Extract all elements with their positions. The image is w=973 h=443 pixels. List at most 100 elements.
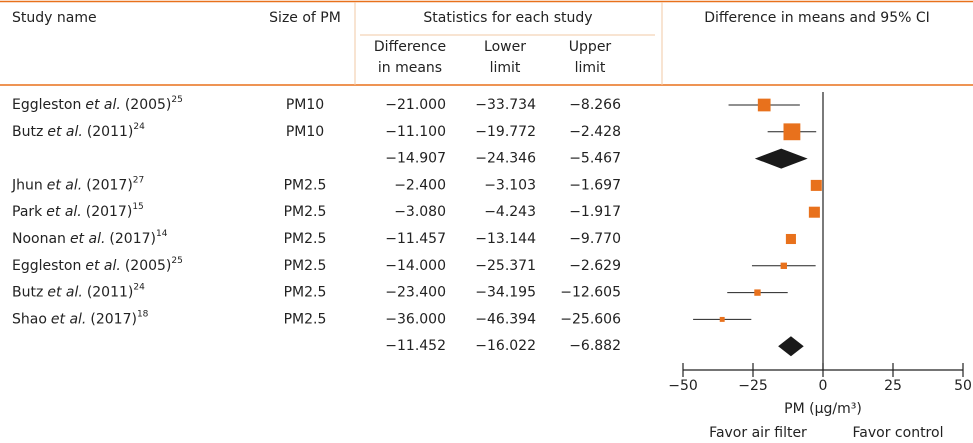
stat-value: −11.452 (385, 338, 446, 354)
stat-value: −11.100 (385, 124, 446, 140)
header-plot: Difference in means and 95% CI (704, 10, 930, 26)
study-author: Park (12, 204, 43, 220)
stat-value: −1.697 (569, 177, 621, 193)
study-etal: et al. (46, 204, 81, 220)
stat-value: −34.195 (475, 285, 536, 301)
pm-size: PM2.5 (284, 231, 327, 247)
pm-size: PM2.5 (284, 258, 327, 274)
stat-value: −19.772 (475, 124, 536, 140)
study-year: (2017) (90, 311, 137, 327)
header-size: Size of PM (269, 10, 341, 26)
effect-square (810, 179, 822, 191)
favor-left: Favor air filter (709, 425, 807, 441)
study-name: Butz et al. (2011)24 (12, 282, 145, 301)
effect-square (780, 262, 787, 269)
study-ref: 24 (133, 121, 145, 131)
study-etal: et al. (85, 97, 120, 113)
study-year: (2011) (87, 285, 134, 301)
study-ref: 15 (132, 202, 143, 212)
header-study: Study name (12, 10, 97, 26)
study-ref: 24 (133, 282, 145, 292)
stat-value: −3.103 (484, 177, 536, 193)
stat-value: −21.000 (385, 97, 446, 113)
study-author: Butz (12, 285, 43, 301)
pm-size: PM10 (286, 97, 324, 113)
study-name: Noonan et al. (2017)14 (12, 229, 168, 248)
stat-value: −33.734 (475, 97, 536, 113)
study-author: Eggleston (12, 258, 81, 274)
stat-value: −1.917 (569, 204, 621, 220)
stat-value: −12.605 (560, 285, 621, 301)
study-name: Butz et al. (2011)24 (12, 121, 145, 140)
column-header: Lower (484, 39, 526, 55)
favor-right: Favor control (853, 425, 944, 441)
study-name: Shao et al. (2017)18 (12, 309, 149, 328)
study-ref: 27 (133, 175, 144, 185)
stat-value: −36.000 (385, 311, 446, 327)
pm-size: PM2.5 (284, 204, 327, 220)
stat-value: −2.400 (394, 177, 446, 193)
stat-value: −4.243 (484, 204, 536, 220)
column-header: in means (378, 60, 442, 76)
summary-diamond (754, 148, 808, 169)
stat-value: −14.000 (385, 258, 446, 274)
x-axis-label: PM (μg/m³) (784, 401, 862, 417)
x-tick-label: 50 (954, 378, 972, 394)
stat-value: −2.428 (569, 124, 621, 140)
study-ref: 18 (137, 309, 149, 319)
effect-square (785, 233, 796, 245)
study-ref: 25 (171, 95, 182, 105)
study-year: (2011) (87, 124, 134, 140)
study-author: Shao (12, 311, 47, 327)
study-etal: et al. (85, 258, 120, 274)
x-tick-label: −25 (738, 378, 768, 394)
stat-value: −5.467 (569, 151, 621, 167)
column-header: Upper (569, 39, 612, 55)
study-ref: 14 (156, 229, 168, 239)
stat-value: −3.080 (394, 204, 446, 220)
stat-value: −46.394 (475, 311, 536, 327)
pm-size: PM10 (286, 124, 324, 140)
study-etal: et al. (70, 231, 105, 247)
stat-value: −6.882 (569, 338, 621, 354)
stat-value: −24.346 (475, 151, 536, 167)
x-tick-label: 25 (884, 378, 902, 394)
effect-square (783, 123, 801, 141)
column-header: Difference (374, 39, 446, 55)
column-header: limit (575, 60, 606, 76)
pm-size: PM2.5 (284, 285, 327, 301)
column-header: limit (490, 60, 521, 76)
study-etal: et al. (51, 311, 86, 327)
study-author: Eggleston (12, 97, 81, 113)
header-stats: Statistics for each study (423, 10, 592, 26)
stat-value: −16.022 (475, 338, 536, 354)
stat-value: −23.400 (385, 285, 446, 301)
study-etal: et al. (47, 285, 82, 301)
study-etal: et al. (47, 177, 82, 193)
study-ref: 25 (171, 255, 182, 265)
stat-value: −25.371 (475, 258, 536, 274)
stat-value: −9.770 (569, 231, 621, 247)
stat-value: −8.266 (569, 97, 621, 113)
study-name: Jhun et al. (2017)27 (11, 175, 144, 194)
stat-value: −11.457 (385, 231, 446, 247)
summary-diamond (778, 336, 804, 357)
effect-square (719, 316, 725, 322)
stat-value: −13.144 (475, 231, 536, 247)
effect-square (754, 289, 761, 296)
study-year: (2017) (109, 231, 156, 247)
effect-square (757, 98, 771, 112)
effect-square (808, 206, 820, 218)
study-name: Eggleston et al. (2005)25 (12, 255, 183, 274)
study-etal: et al. (47, 124, 82, 140)
x-tick-label: 0 (819, 378, 828, 394)
study-year: (2017) (86, 204, 133, 220)
stat-value: −25.606 (560, 311, 621, 327)
pm-size: PM2.5 (284, 311, 327, 327)
study-author: Noonan (12, 231, 66, 247)
x-tick-label: −50 (668, 378, 698, 394)
pm-size: PM2.5 (284, 177, 327, 193)
study-author: Jhun (11, 177, 43, 193)
stat-value: −2.629 (569, 258, 621, 274)
